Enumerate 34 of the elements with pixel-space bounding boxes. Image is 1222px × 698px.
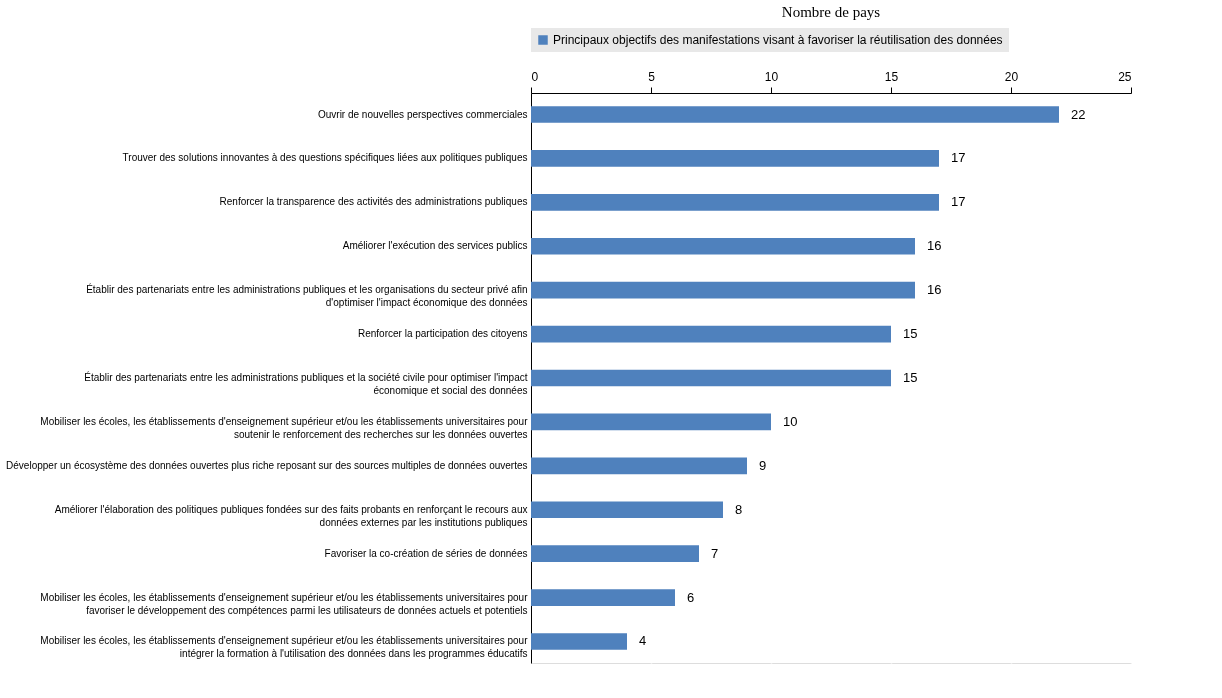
y-tick-label: Mobiliser les écoles, les établissements d'enseignement supérieur et/ou les établissements universitaires pour intégrer la formation à l'utilisation des données dans les programmes éducatifs — [40, 635, 529, 660]
x-tick-label: 15 — [884, 69, 899, 84]
data-label: 16 — [927, 282, 942, 298]
y-tick-label: Renforcer la participation des citoyens — [357, 328, 528, 340]
y-tick-label: Mobiliser les écoles, les établissements d'enseignement supérieur et/ou les établissements universitaires pour favoriser le développement des compétences parmi les utilisateurs de données actuels et potentiels — [40, 591, 529, 616]
data-label: 9 — [759, 457, 767, 473]
y-tick-label: Établir des partenariats entre les administrations publiques et la société civile pour optimiser l'impact économique et social des données — [84, 371, 528, 396]
data-label: 7 — [711, 545, 719, 561]
data-label: 22 — [1071, 106, 1086, 122]
y-tick-label: Mobiliser les écoles, les établissements d'enseignement supérieur et/ou les établissements universitaires pour soutenir le renforcement des recherches sur les données ouvertes — [40, 415, 529, 440]
data-label: 15 — [903, 326, 918, 342]
data-label: 17 — [951, 150, 966, 166]
x-tick-label: 0 — [531, 69, 539, 84]
y-tick-label: Ouvrir de nouvelles perspectives commerciales — [317, 108, 528, 120]
legend-label: Principaux objectifs des manifestations visant à favoriser la réutilisation des données — [553, 33, 1003, 47]
data-label: 8 — [735, 501, 743, 517]
y-tick-label: Améliorer l'élaboration des politiques publiques fondées sur des faits probants en renforçant le recours aux données externes par les institutions publiques — [54, 503, 528, 528]
chart-title: Nombre de pays — [781, 4, 881, 20]
y-tick-label: Établir des partenariats entre les administrations publiques et les organisations du secteur privé afin d'optimiser l'impact économique des données — [86, 283, 528, 309]
x-tick-label: 10 — [764, 69, 779, 84]
y-tick-label: Trouver des solutions innovantes à des questions spécifiques liées aux politiques publiques — [122, 152, 528, 164]
data-label: 6 — [687, 589, 695, 605]
data-label: 16 — [927, 238, 942, 254]
y-tick-label: Favoriser la co-création de séries de données — [324, 547, 528, 559]
data-label: 17 — [951, 194, 966, 210]
y-tick-label: Renforcer la transparence des activités des administrations publiques — [219, 196, 528, 208]
data-label: 4 — [639, 633, 647, 649]
x-tick-label: 20 — [1004, 69, 1019, 84]
y-tick-label: Développer un écosystème des données ouvertes plus riche reposant sur des sources multiples de données ouvertes — [6, 459, 528, 471]
data-label: 15 — [903, 370, 918, 385]
data-label: 10 — [783, 413, 798, 429]
y-tick-label: Améliorer l'exécution des services publics — [342, 240, 528, 252]
x-tick-label: 25 — [1118, 69, 1132, 84]
x-tick-label: 5 — [648, 69, 656, 84]
